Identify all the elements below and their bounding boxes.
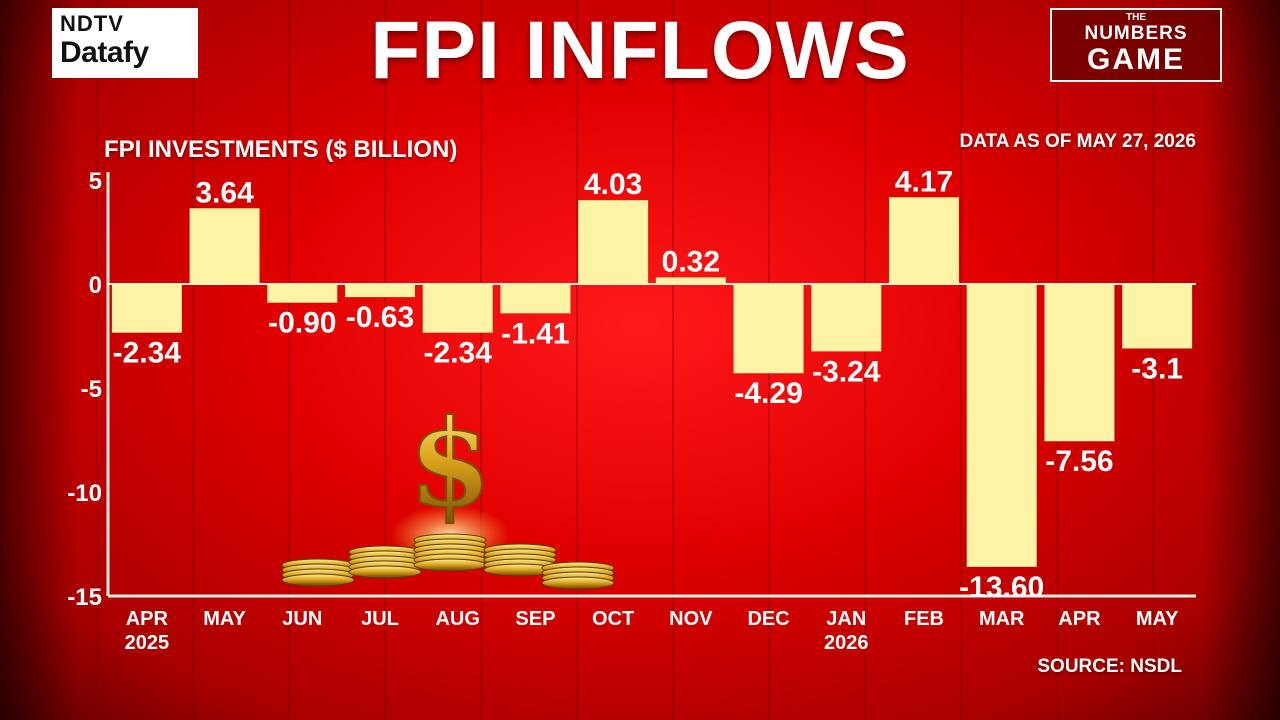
data-label: -1.41 — [501, 317, 569, 350]
bar — [189, 208, 260, 284]
bar — [655, 277, 726, 284]
bar — [733, 284, 804, 374]
bar — [966, 284, 1037, 567]
bar — [889, 197, 959, 284]
data-label: -0.63 — [346, 301, 414, 334]
coin-icon — [348, 565, 422, 579]
data-label: -3.24 — [812, 355, 881, 388]
numbers-game-badge: THE NUMBERS GAME — [1050, 8, 1222, 82]
data-label: -2.34 — [113, 337, 182, 370]
coin-icon — [541, 576, 615, 590]
bar — [811, 284, 882, 352]
ndtv-datafy-logo: NDTV Datafy — [52, 8, 198, 78]
category-labels: APR 2025 MAY JUN JUL AUG SEP OCT NOV DEC JAN 2026 FE… — [125, 608, 1179, 654]
logo-line-2: Datafy — [60, 36, 149, 69]
x-tick-label: APR 2025 — [125, 608, 170, 654]
source-note: SOURCE: NSDL — [1037, 656, 1182, 677]
dollar-coins-illustration: $ — [281, 392, 615, 590]
bar — [111, 284, 182, 333]
y-tick-label: -5 — [81, 376, 102, 403]
x-tick-label: MAY — [1136, 608, 1179, 630]
y-tick-label: 5 — [89, 168, 102, 195]
bar — [267, 284, 338, 303]
badge-line-1: THE — [1126, 12, 1146, 23]
bars — [111, 197, 1193, 567]
data-label: -3.1 — [1131, 352, 1183, 385]
x-tick-label: AUG — [435, 608, 479, 630]
x-tick-label: MAY — [203, 608, 246, 630]
data-label: 4.17 — [895, 165, 953, 198]
y-tick-label: -10 — [67, 480, 102, 507]
bar — [578, 200, 649, 284]
x-tick-label: JUN — [282, 608, 322, 630]
data-label: 3.64 — [195, 176, 254, 209]
data-label: -7.56 — [1045, 445, 1113, 478]
y-tick-label: -15 — [67, 584, 102, 611]
bar — [1044, 284, 1115, 442]
badge-line-2: NUMBERS — [1084, 23, 1188, 44]
chart-title: FPI INFLOWS — [370, 5, 910, 96]
x-tick-label: APR — [1058, 608, 1101, 630]
x-tick-label: FEB — [904, 608, 944, 630]
coin-icon — [413, 558, 487, 572]
data-as-of-note: DATA AS OF MAY 27, 2026 — [959, 131, 1196, 152]
data-label: -0.90 — [268, 307, 336, 340]
bar — [345, 284, 415, 298]
y-tick-label: 0 — [89, 272, 102, 299]
data-label: -13.60 — [959, 571, 1044, 604]
x-tick-label: MAR — [979, 608, 1025, 630]
data-label: -2.34 — [424, 337, 493, 370]
bar — [500, 284, 571, 314]
x-tick-label: JUL — [361, 608, 399, 630]
bar — [422, 284, 493, 333]
bar — [1122, 284, 1193, 349]
data-label: 0.32 — [662, 245, 720, 278]
x-tick-label: NOV — [669, 608, 713, 630]
data-label: 4.03 — [584, 168, 642, 201]
x-tick-label: SEP — [515, 608, 555, 630]
data-label: -4.29 — [734, 377, 802, 410]
x-tick-label: DEC — [747, 608, 789, 630]
x-tick-label: JAN 2026 — [824, 608, 869, 654]
data-labels: -2.343.64-0.90 -0.63-2.34-1.414.030.32-4.… — [113, 165, 1183, 604]
logo-line-1: NDTV — [60, 11, 124, 36]
badge-line-3: GAME — [1087, 43, 1185, 76]
y-axis-label: FPI INVESTMENTS ($ BILLION) — [104, 136, 458, 163]
coin-icon — [281, 573, 355, 587]
dollar-sign-icon: $ — [408, 393, 492, 534]
x-tick-label: OCT — [592, 608, 634, 630]
